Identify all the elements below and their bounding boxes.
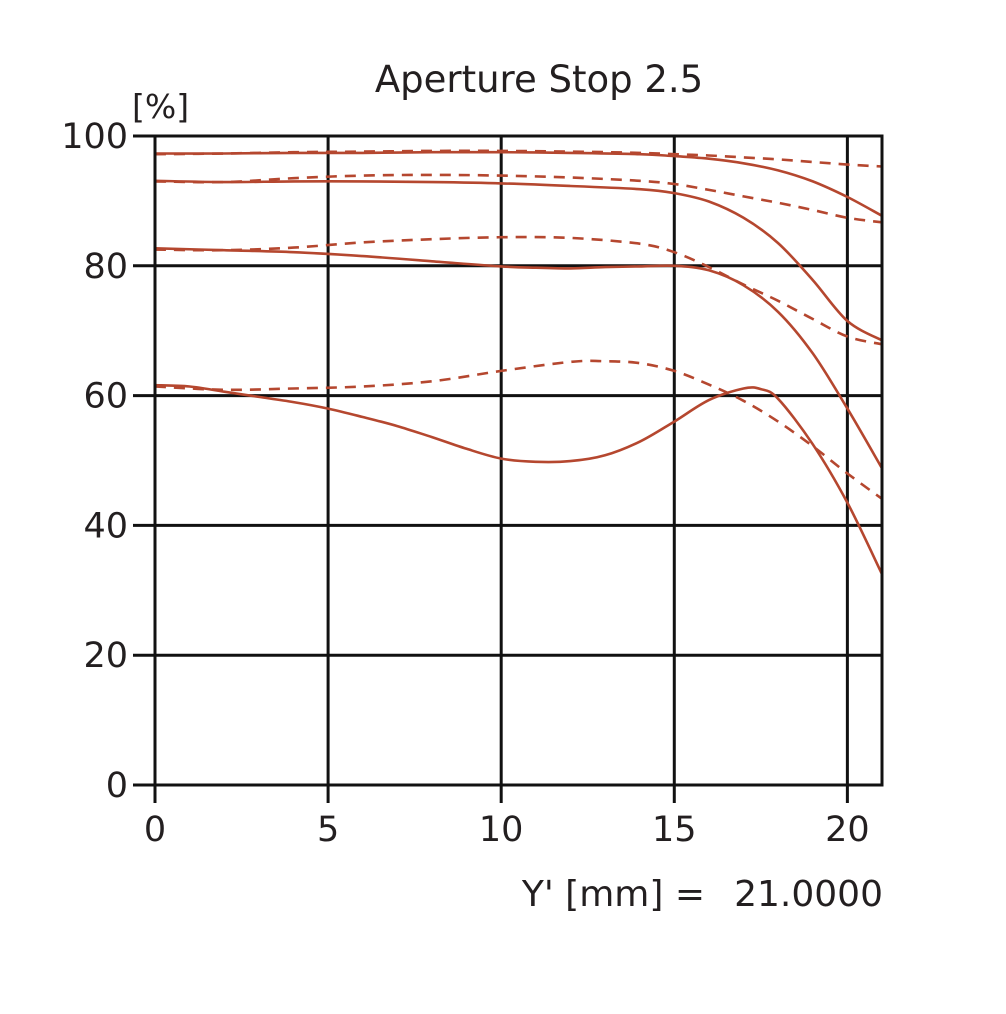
series-line-7-solid <box>153 383 884 576</box>
chart-series <box>153 149 884 576</box>
x-tick-label-15: 15 <box>652 810 697 850</box>
series-line-8-dashed <box>154 359 883 500</box>
x-tick-label-20: 20 <box>825 810 870 850</box>
y-tick-label-40: 40 <box>83 506 128 546</box>
series-line-6-dashed <box>154 235 883 346</box>
x-tick-label-0: 0 <box>144 810 166 850</box>
x-axis-value: 21.0000 <box>734 874 883 915</box>
y-tick-label-20: 20 <box>83 636 128 676</box>
x-tick-label-10: 10 <box>479 810 524 850</box>
series-line-3-solid <box>153 179 884 342</box>
chart-tick-labels: 0 20 40 60 80 100 0 5 10 15 20 <box>61 117 869 850</box>
y-tick-label-100: 100 <box>61 117 128 157</box>
y-tick-label-60: 60 <box>83 377 128 417</box>
y-tick-label-0: 0 <box>106 766 128 806</box>
series-line-5-solid <box>153 247 884 470</box>
plot-frame <box>153 134 884 787</box>
series-line-1-solid <box>153 150 884 218</box>
chart-title: Aperture Stop 2.5 <box>375 58 703 101</box>
y-tick-label-80: 80 <box>83 247 128 287</box>
y-axis-unit-label: [%] <box>132 87 189 126</box>
x-axis-label: Y' [mm] = <box>521 874 705 915</box>
chart-frame <box>153 134 884 787</box>
x-tick-label-5: 5 <box>317 810 339 850</box>
